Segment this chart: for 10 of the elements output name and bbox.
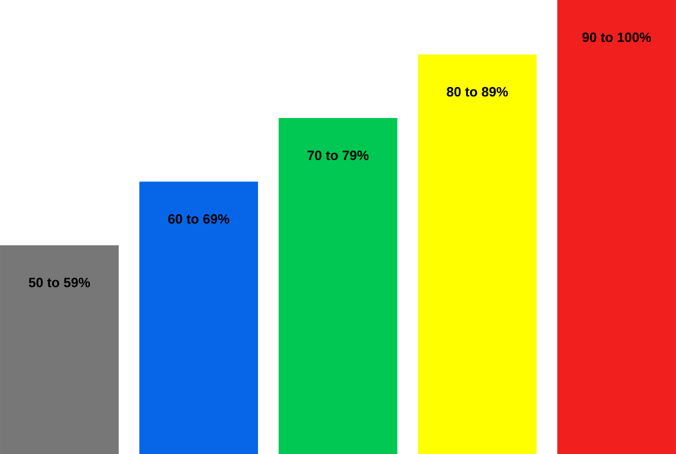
x-tick-label: 90 to 100% [582,32,651,42]
bar [278,118,398,454]
bar [557,0,676,454]
bar [418,54,537,454]
x-tick-label: 80 to 89% [446,87,508,97]
x-tick-label: 70 to 79% [308,150,369,160]
x-tick-label: 50 to 59% [28,278,90,288]
x-tick-label: 60 to 69% [168,214,230,224]
bar [0,245,119,454]
bar [139,182,258,454]
